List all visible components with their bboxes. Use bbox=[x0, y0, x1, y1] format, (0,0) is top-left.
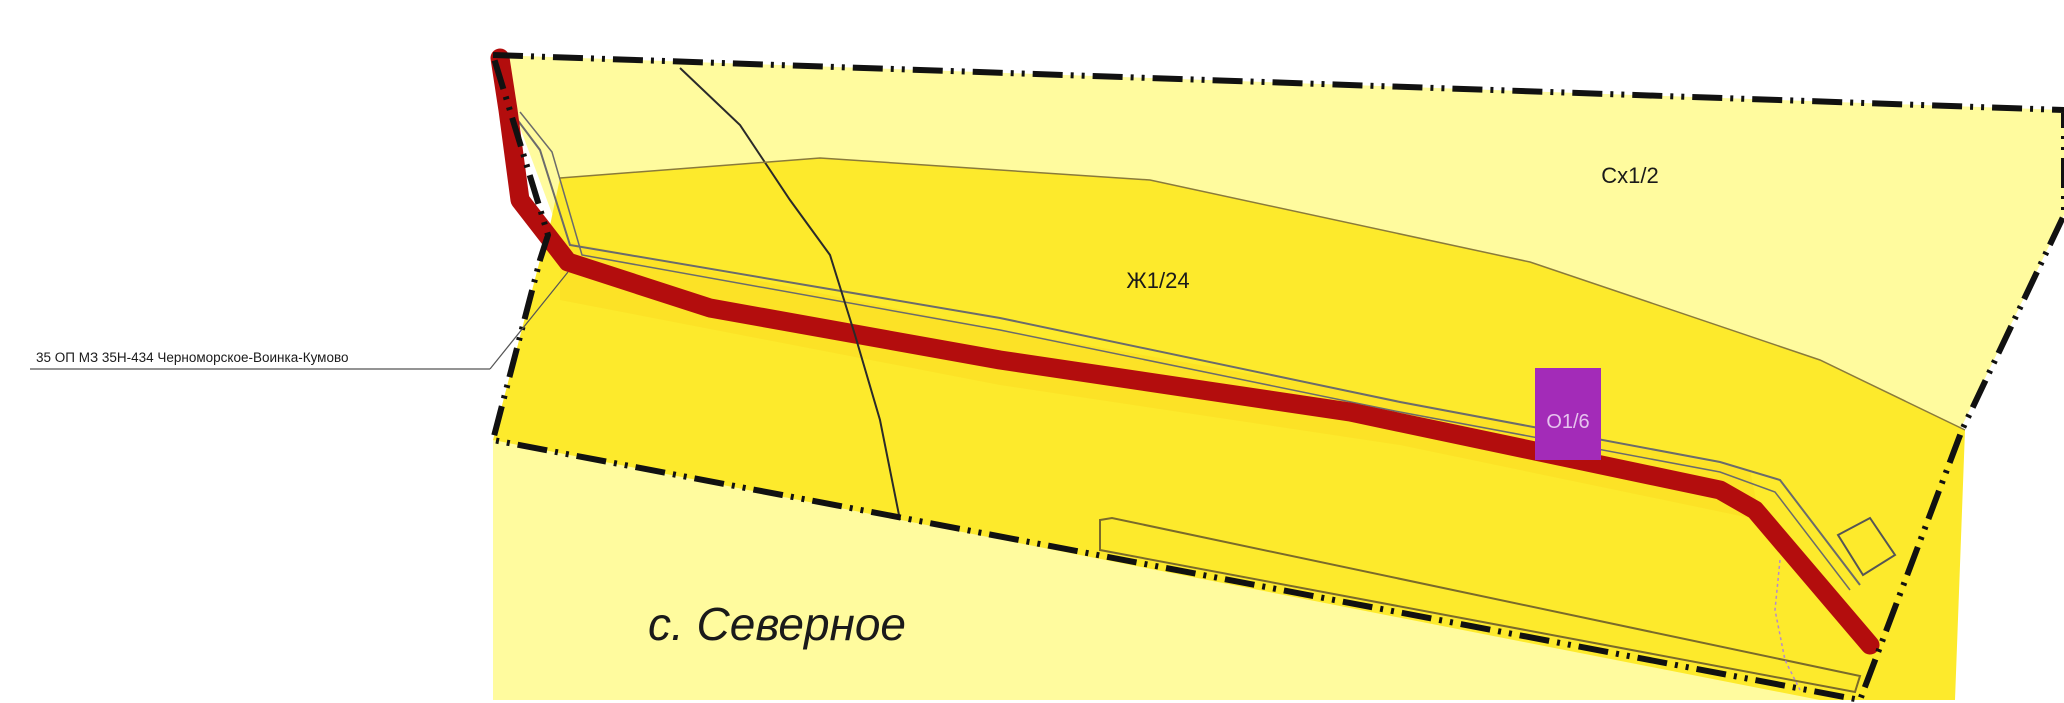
residential-zone-label: Ж1/24 bbox=[1126, 268, 1189, 293]
settlement-label: с. Северное bbox=[648, 598, 906, 650]
parcel-outline bbox=[1099, 516, 1862, 694]
road-label: 35 ОП МЗ 35Н-434 Черноморское-Воинка-Кум… bbox=[36, 350, 349, 365]
path-line bbox=[1774, 559, 1801, 691]
zone-divider-line bbox=[559, 157, 1966, 431]
building-outline bbox=[1836, 516, 1897, 577]
local-road-outline bbox=[509, 109, 1861, 586]
public-zone-label: О1/6 bbox=[1546, 411, 1589, 433]
public-zone[interactable] bbox=[1535, 368, 1601, 460]
stream-line bbox=[679, 67, 901, 521]
road-callout-leader bbox=[489, 271, 569, 370]
local-road-outline-inner bbox=[519, 111, 1851, 591]
agricultural-zone-label: Сх1/2 bbox=[1601, 163, 1658, 188]
settlement-boundary[interactable] bbox=[488, 51, 2064, 703]
